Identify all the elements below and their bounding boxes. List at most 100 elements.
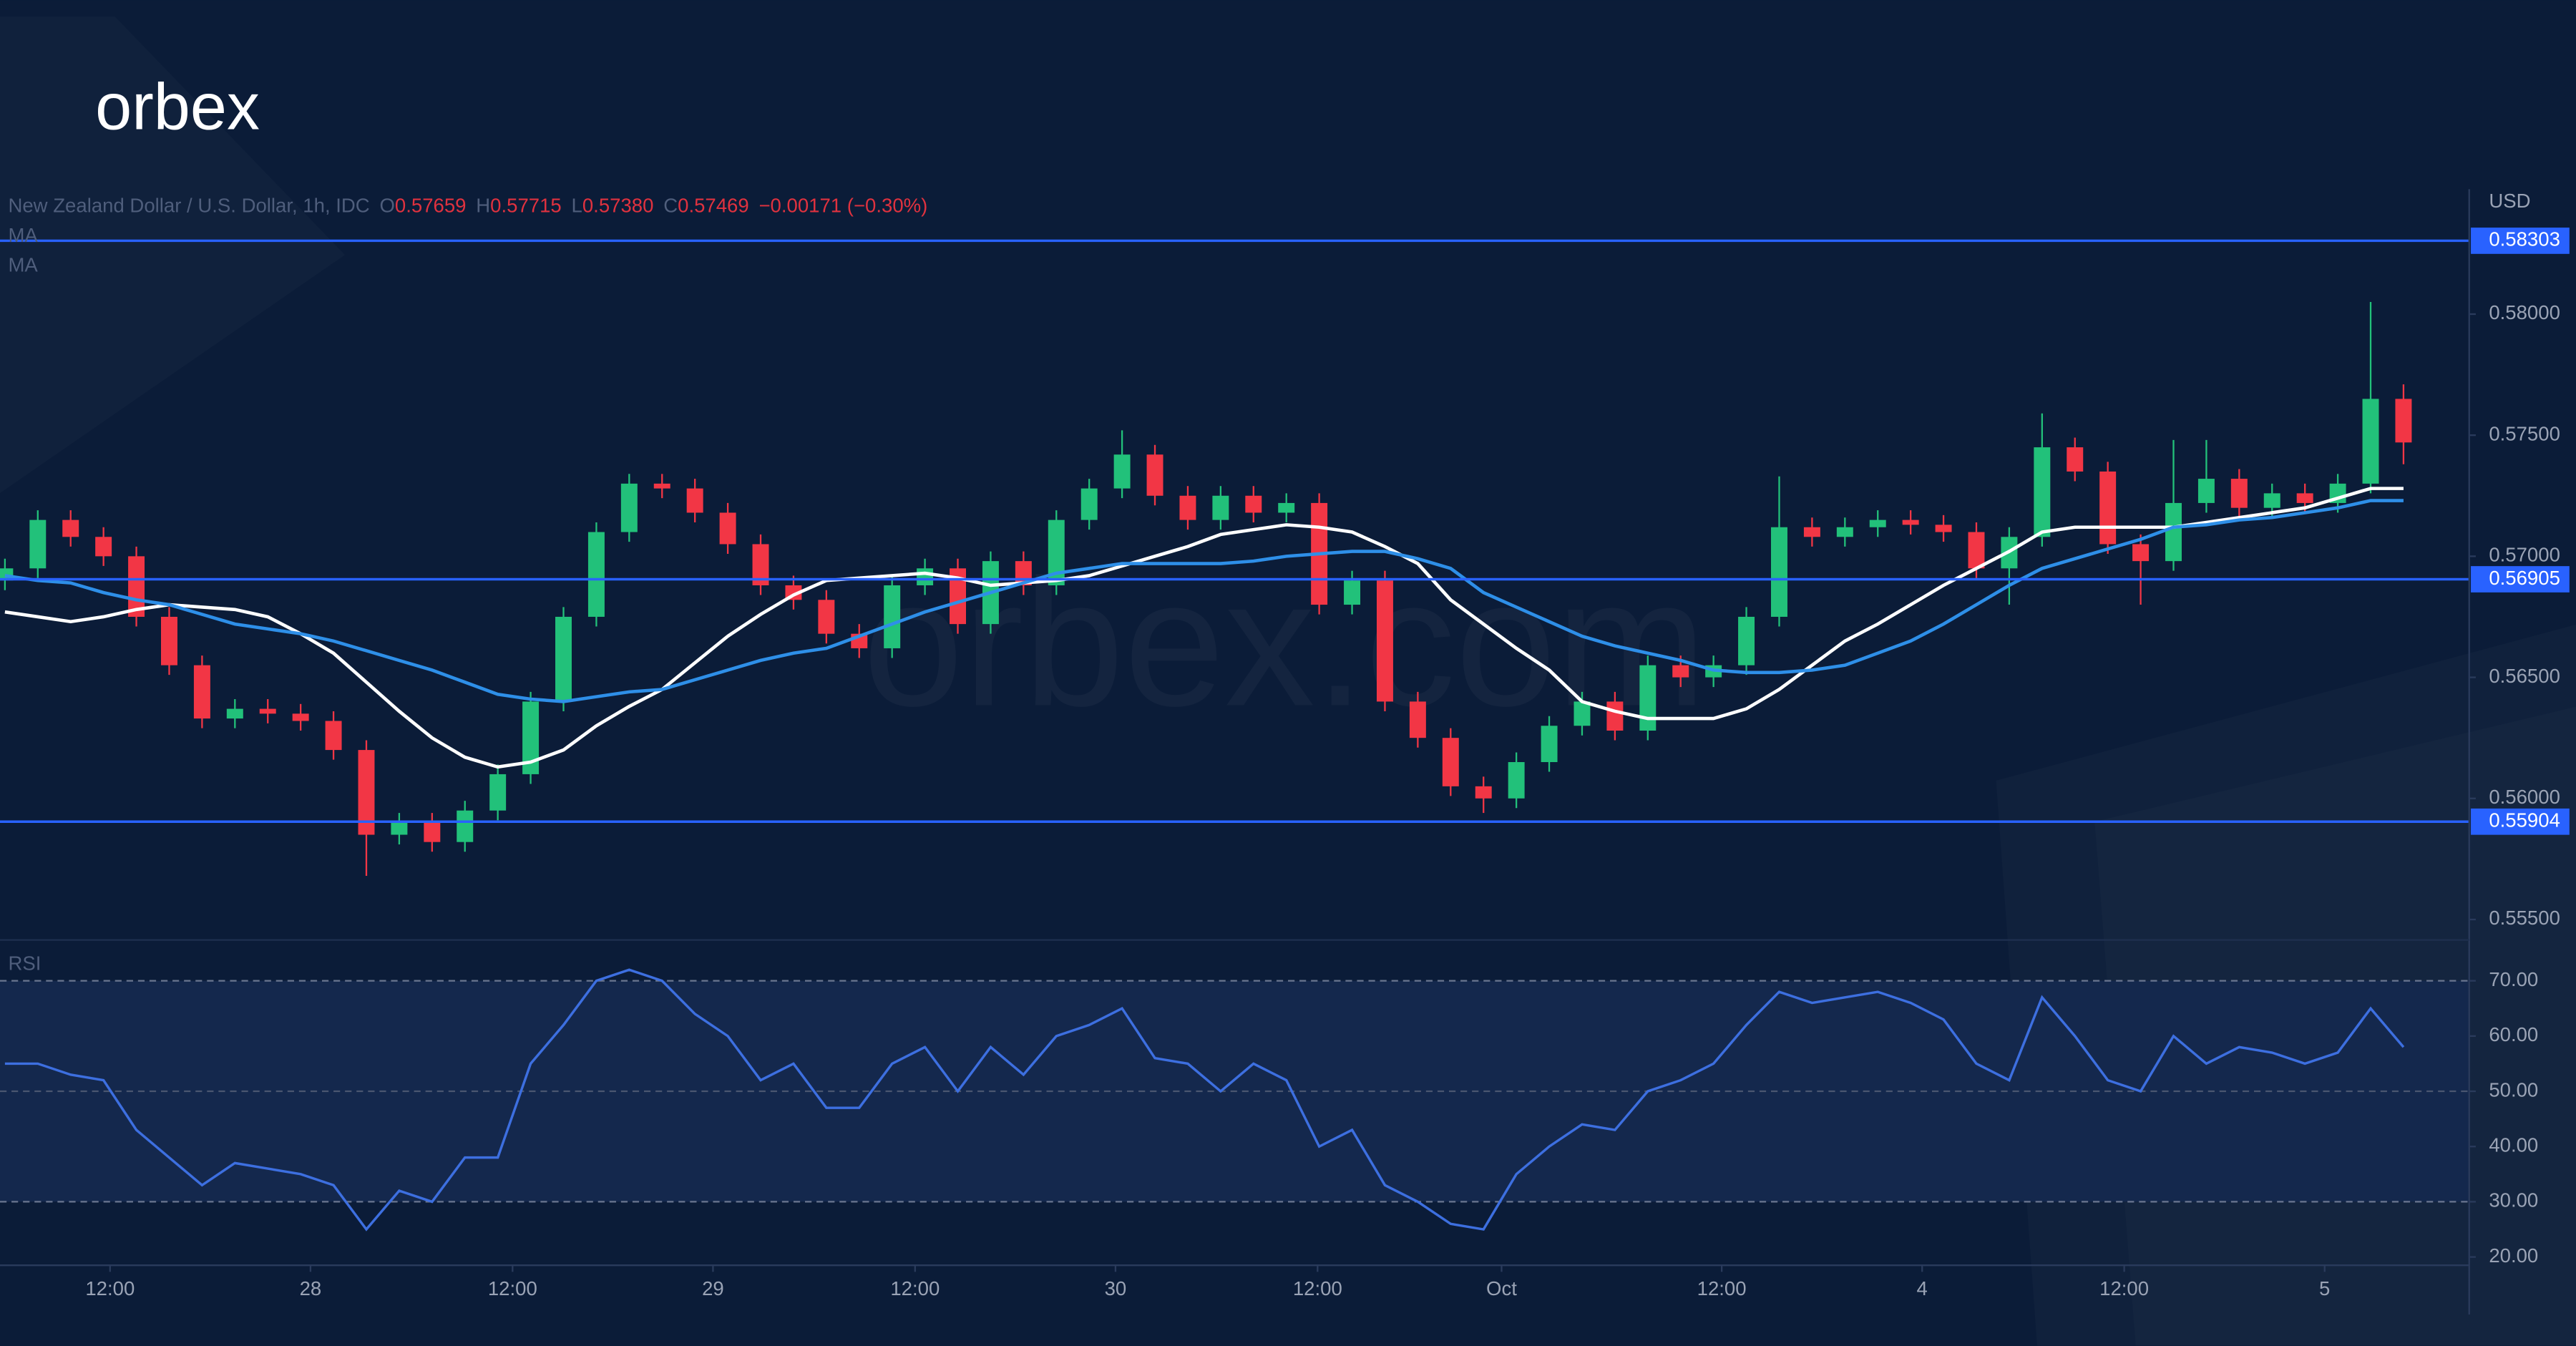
y-tick-label: 0.56000	[2489, 786, 2560, 808]
rsi-line	[4, 968, 2405, 1232]
candle-body	[391, 822, 408, 835]
y-tick-label: 0.55500	[2489, 907, 2560, 929]
candle-body	[2034, 447, 2051, 537]
y-tick-label: 70.00	[2489, 968, 2538, 990]
level-label: 0.56905	[2489, 567, 2560, 589]
candle-body	[1836, 527, 1853, 537]
candle-body	[1212, 495, 1229, 520]
x-tick-label: 12:00	[2099, 1277, 2149, 1299]
candle-body	[259, 708, 276, 714]
candle-body	[292, 713, 309, 721]
candle-body	[358, 750, 375, 835]
candle-body	[884, 585, 901, 648]
candle-body	[2263, 493, 2280, 508]
candle-body	[1574, 701, 1591, 726]
candle-body	[1968, 532, 1985, 569]
level-tag	[2471, 808, 2570, 835]
candle-body	[489, 774, 507, 811]
candle-body	[1541, 726, 1558, 763]
candle-body	[1672, 665, 1689, 678]
candle-body	[522, 701, 540, 774]
ohlc-value: 0.57469	[678, 195, 749, 217]
candle-body	[2230, 479, 2248, 508]
candle-body	[1080, 488, 1098, 520]
candle-body	[2099, 471, 2117, 545]
plot-area: 0.55500 0.56000 0.56500 0.57000 0.57500 0.580…	[0, 228, 2570, 1299]
x-tick-label: 12:00	[890, 1277, 940, 1299]
ohlc-value: 0.57380	[582, 195, 654, 217]
moving-average	[4, 499, 2404, 703]
candle-body	[62, 520, 79, 537]
candle-body	[1639, 665, 1657, 731]
candle-body	[1278, 502, 1295, 513]
candle-body	[1442, 738, 1459, 786]
candle-body	[2067, 447, 2084, 472]
candle-body	[2197, 479, 2215, 503]
candle-body	[1048, 520, 1065, 585]
candle-body	[1771, 527, 1787, 617]
candle-body	[1902, 520, 1919, 525]
ohlc-label: H	[476, 195, 490, 217]
x-tick-label: 12:00	[85, 1277, 135, 1299]
x-tick-label: 12:00	[1697, 1277, 1747, 1299]
ohlc-value: 0.57659	[395, 195, 467, 217]
candle-body	[1508, 762, 1525, 799]
candle-body	[686, 488, 703, 513]
level-label: 0.55904	[2489, 809, 2560, 832]
candle-body	[424, 822, 441, 842]
ohlc-label: C	[663, 195, 678, 217]
x-tick-label: 5	[2319, 1277, 2330, 1299]
y-tick-label: 0.56500	[2489, 665, 2560, 687]
candle-body	[1179, 495, 1196, 520]
y-tick-label: 0.57500	[2489, 422, 2560, 444]
level-tag	[2471, 228, 2570, 254]
candle-body	[653, 483, 670, 489]
candle-body	[950, 568, 966, 625]
change: −0.00171 (−0.30%)	[758, 195, 927, 217]
candle-body	[193, 665, 210, 719]
candle-body	[1344, 580, 1361, 605]
candle-body	[1935, 525, 1952, 532]
candle-body	[917, 568, 934, 585]
x-tick-label: 12:00	[488, 1277, 537, 1299]
x-tick-label: 12:00	[1293, 1277, 1342, 1299]
candle-body	[161, 616, 177, 665]
candle-body	[620, 483, 638, 532]
candle-body	[1606, 701, 1624, 731]
candle-body	[2362, 399, 2379, 484]
candle-body	[1113, 454, 1131, 489]
candle-body	[2165, 502, 2182, 562]
candle-body	[226, 708, 243, 719]
logo: orbex	[95, 71, 260, 144]
candle-body	[29, 520, 47, 569]
y-tick-label: 0.58000	[2489, 301, 2560, 323]
candle-body	[555, 616, 572, 702]
x-tick-label: 28	[300, 1277, 322, 1299]
candle-body	[1245, 495, 1262, 513]
candle-body	[1475, 786, 1492, 799]
candle-body	[1146, 454, 1163, 496]
header: New Zealand Dollar / U.S. Dollar, 1h, ID…	[8, 195, 927, 217]
rsi-label: RSI	[8, 952, 41, 974]
indicator-label: MA	[8, 254, 38, 276]
level-label: 0.58303	[2489, 228, 2560, 250]
y-tick-label: 50.00	[2489, 1078, 2538, 1101]
candle-body	[2296, 493, 2313, 503]
y-tick-label: 0.57000	[2489, 544, 2560, 566]
candle-body	[719, 512, 736, 545]
candle-body	[325, 721, 342, 751]
indicator-label: MA	[8, 224, 38, 246]
ohlc-value: 0.57715	[490, 195, 562, 217]
y-tick-label: 30.00	[2489, 1189, 2538, 1211]
candle-body	[1409, 701, 1426, 738]
candle-body	[2395, 399, 2412, 443]
axis-unit: USD	[2489, 190, 2530, 212]
candle-body	[1803, 527, 1820, 537]
watermark: orbex.com	[863, 541, 1707, 743]
level-tag	[2471, 566, 2570, 592]
ohlc-label: L	[572, 195, 582, 217]
candle-body	[1376, 580, 1393, 702]
x-tick-label: 30	[1105, 1277, 1127, 1299]
